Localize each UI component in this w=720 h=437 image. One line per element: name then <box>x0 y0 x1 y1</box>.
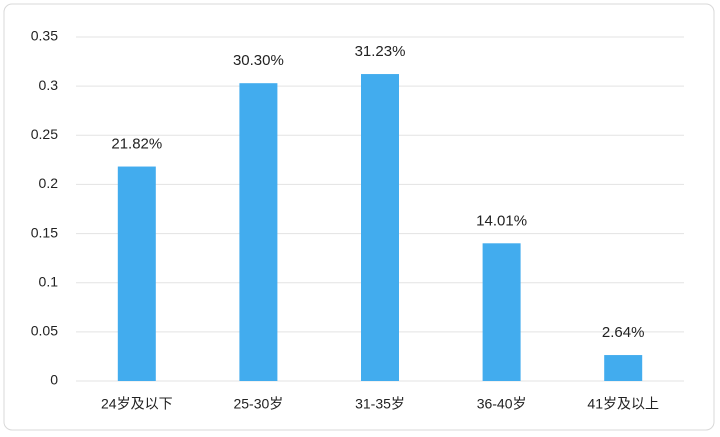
chart-frame <box>3 3 715 431</box>
bar <box>604 355 643 381</box>
x-tick-label: 24岁及以下 <box>101 396 173 412</box>
y-tick-label: 0.05 <box>31 323 58 339</box>
value-label: 21.82% <box>111 136 162 153</box>
bar <box>239 83 278 382</box>
y-tick-label: 0.25 <box>31 126 58 142</box>
x-tick-label: 41岁及以上 <box>587 396 659 412</box>
x-tick-label: 25-30岁 <box>233 396 283 412</box>
bar <box>361 74 399 381</box>
y-tick-label: 0.3 <box>39 77 59 93</box>
bar <box>482 243 521 381</box>
y-tick-label: 0.1 <box>39 273 59 289</box>
value-label: 30.30% <box>233 52 284 69</box>
value-label: 14.01% <box>476 212 527 229</box>
y-tick-label: 0 <box>50 372 58 388</box>
value-label: 31.23% <box>355 43 406 60</box>
y-tick-label: 0.15 <box>31 224 58 240</box>
bar <box>117 166 156 381</box>
x-tick-label: 31-35岁 <box>355 396 405 412</box>
y-tick-label: 0.2 <box>39 175 59 191</box>
x-tick-label: 36-40岁 <box>477 396 527 412</box>
value-label: 2.64% <box>602 324 645 341</box>
y-tick-label: 0.35 <box>31 28 58 44</box>
